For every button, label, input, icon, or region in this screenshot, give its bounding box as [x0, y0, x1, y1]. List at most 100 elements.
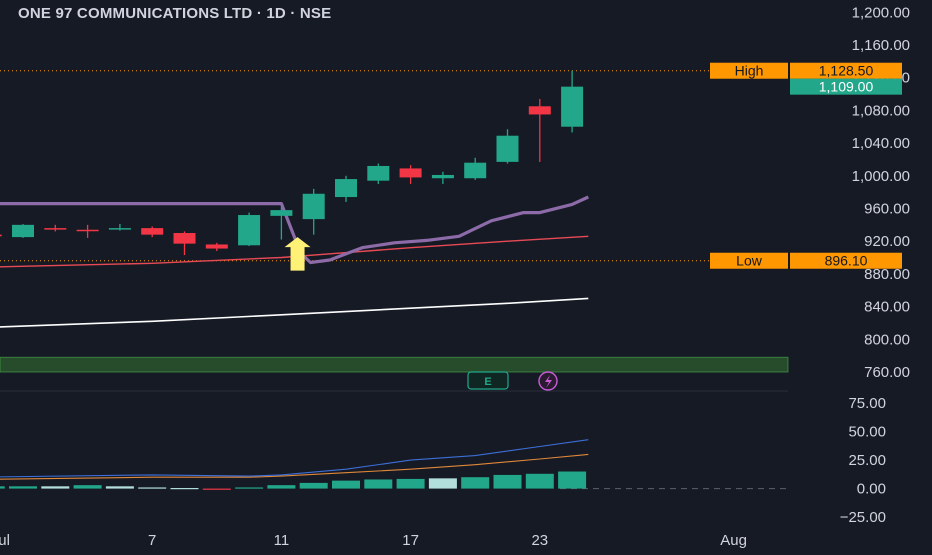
candle — [496, 129, 519, 164]
last-price-value: 1,109.00 — [819, 79, 874, 95]
oscillator-tick-label: 75.00 — [848, 395, 886, 412]
histogram-bar — [558, 471, 587, 489]
time-axis[interactable]: Jul 7 11 17 23 Aug — [0, 532, 747, 549]
chart-title: ONE 97 COMMUNICATIONS LTD · 1D · NSE — [18, 5, 332, 22]
candle-body — [431, 174, 454, 179]
candle-body — [76, 229, 99, 232]
price-tick-label: 1,040.00 — [852, 135, 910, 152]
event-badges: E — [467, 371, 558, 391]
candle — [335, 175, 357, 202]
oscillator-tick-label: −25.00 — [840, 509, 886, 526]
histogram-bar — [170, 488, 199, 490]
histogram-bar — [138, 487, 167, 489]
candle-body — [561, 86, 584, 127]
candle-body — [0, 234, 2, 237]
price-tick-label: 1,200.00 — [852, 4, 910, 21]
candle — [431, 171, 454, 184]
oscillator-tick-label: 50.00 — [848, 424, 886, 441]
candle — [173, 231, 196, 256]
oscillator-pane — [0, 439, 788, 490]
white-ma-line — [0, 297, 589, 328]
candle — [44, 224, 67, 232]
histogram-bar — [428, 478, 457, 489]
low-label-box — [710, 252, 788, 269]
earnings-badge — [467, 371, 509, 390]
price-tick-label: 840.00 — [864, 299, 910, 316]
candle-body — [335, 179, 357, 198]
candle — [464, 157, 487, 180]
candles — [0, 70, 584, 256]
price-tick-label: 920.00 — [864, 233, 910, 250]
price-tick-label: 1,160.00 — [852, 37, 910, 54]
support-zone-band — [0, 356, 789, 373]
price-tick-label: 1,080.00 — [852, 102, 910, 119]
candle-body — [238, 215, 261, 246]
orange-indicator-line — [0, 453, 589, 480]
time-tick-label: Jul — [0, 532, 10, 549]
price-markers: High 1,128.501,109.00 Low 896.10 — [710, 63, 902, 269]
histogram-bar — [525, 473, 554, 489]
time-tick-label: Aug — [720, 532, 747, 549]
histogram-bar — [105, 486, 134, 489]
histogram-bar — [461, 477, 490, 489]
candle-body — [141, 228, 164, 235]
candle — [141, 226, 164, 238]
oscillator-tick-label: 0.00 — [857, 481, 886, 498]
time-tick-label: 23 — [531, 532, 548, 549]
histogram-bar — [9, 486, 37, 489]
candle — [399, 165, 422, 184]
candle — [561, 70, 584, 133]
candle-body — [12, 224, 34, 238]
candle-body — [367, 165, 390, 181]
candle-body — [496, 135, 519, 162]
candle — [76, 224, 99, 238]
time-tick-label: 17 — [402, 532, 419, 549]
candle — [528, 98, 551, 162]
histogram-bar — [396, 478, 425, 489]
candle-body — [108, 228, 131, 230]
high-label-box — [710, 62, 788, 79]
high-value: 1,128.50 — [819, 63, 874, 79]
earnings-label: E — [484, 376, 491, 388]
histogram-bar — [493, 474, 522, 489]
time-tick-label: 7 — [148, 532, 156, 549]
price-tick-label: 960.00 — [864, 200, 910, 217]
price-tick-label: 800.00 — [864, 331, 910, 348]
candle — [0, 234, 2, 237]
candle — [12, 224, 34, 238]
histogram-bar — [267, 485, 296, 489]
low-value: 896.10 — [825, 253, 868, 269]
high-label: High — [735, 63, 764, 79]
high-low-lines — [0, 70, 788, 262]
oscillator-tick-label: 25.00 — [848, 452, 886, 469]
candle-body — [173, 233, 196, 244]
candle — [302, 188, 325, 235]
histogram-bar — [202, 488, 231, 490]
candle — [205, 242, 228, 252]
signal-arrow — [284, 237, 311, 271]
candle — [108, 224, 131, 231]
time-tick-label: 11 — [274, 532, 290, 549]
candle-body — [205, 244, 228, 249]
candle-body — [528, 106, 551, 115]
candle-body — [399, 168, 422, 178]
candle — [238, 212, 261, 247]
last-price-box — [790, 78, 902, 95]
blue-indicator-line — [0, 439, 589, 478]
candle-body — [44, 228, 67, 230]
low-value-box — [790, 252, 902, 269]
histogram-bar — [73, 485, 102, 489]
candle — [270, 206, 293, 240]
histogram-bar — [299, 482, 328, 489]
histogram-bar — [332, 480, 360, 489]
histogram-bar — [364, 479, 393, 489]
price-tick-label: 1,000.00 — [852, 168, 910, 185]
high-value-box — [790, 62, 902, 79]
candle-body — [302, 193, 325, 220]
price-tick-label: 760.00 — [864, 364, 910, 381]
lightning-icon — [545, 375, 552, 388]
low-label: Low — [736, 253, 763, 269]
